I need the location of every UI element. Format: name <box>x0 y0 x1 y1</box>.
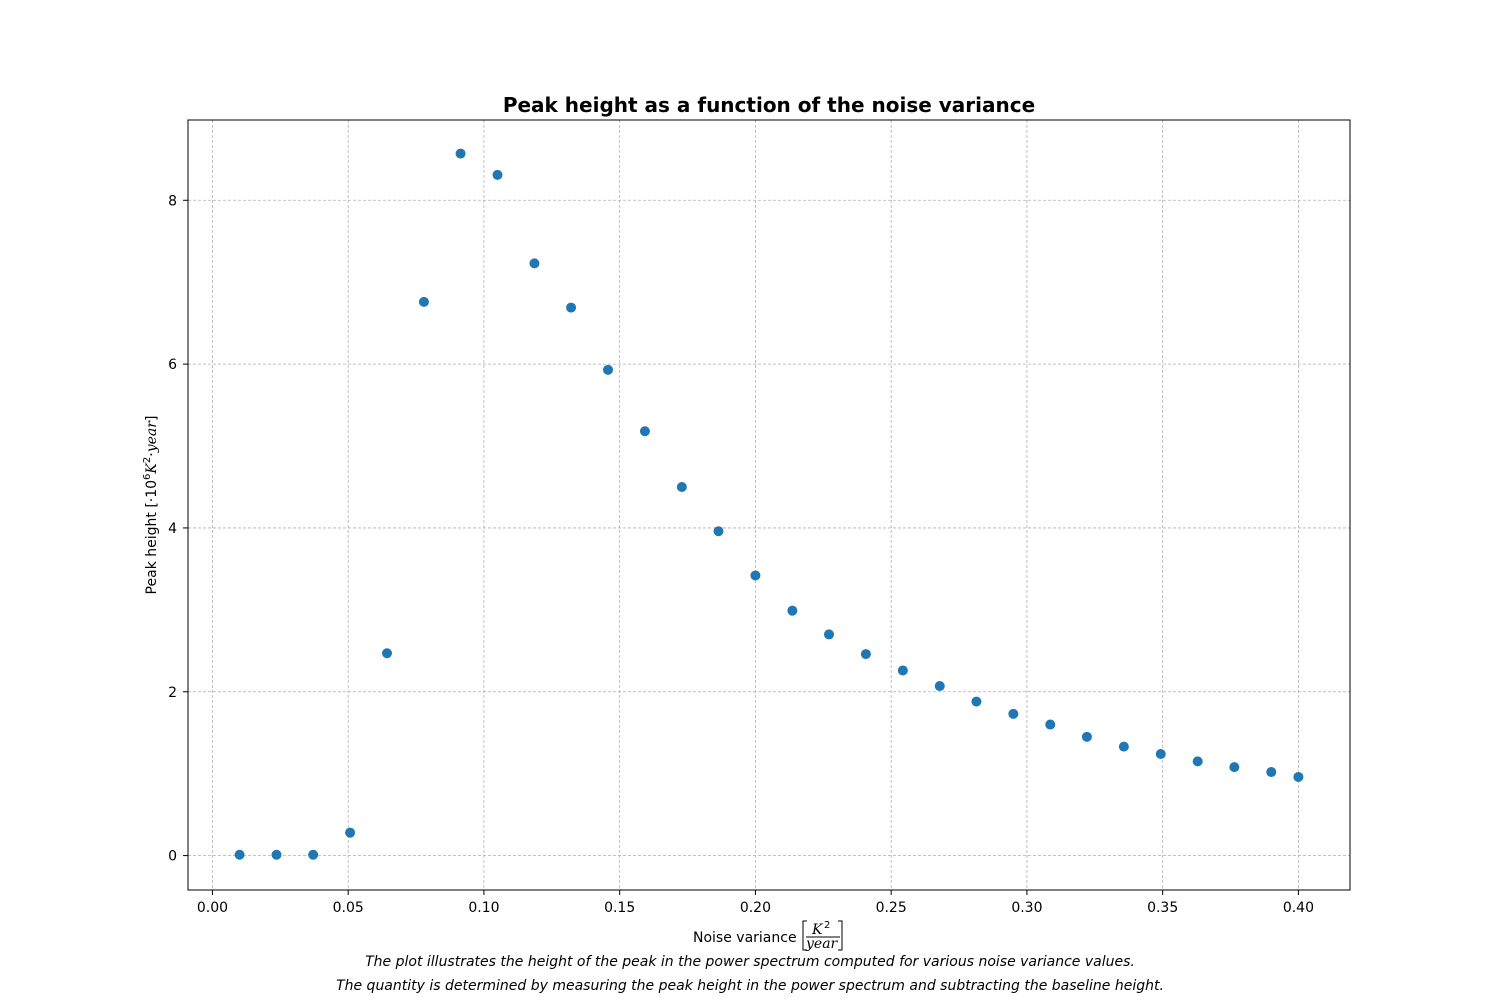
y-tick-label: 0 <box>168 849 177 865</box>
y-tick-label: 2 <box>168 685 177 701</box>
data-point <box>1118 741 1129 752</box>
data-point <box>234 849 245 860</box>
data-point <box>1266 767 1277 778</box>
x-tick-label: 0.40 <box>1283 900 1314 916</box>
x-axis-label-prefix: Noise variance <box>693 930 797 946</box>
chart-title: Peak height as a function of the noise v… <box>503 93 1035 117</box>
x-axis-label-bracket-left <box>802 920 807 951</box>
y-axis-label-factor: ·10 <box>144 480 160 502</box>
data-point <box>750 570 761 581</box>
y-axis-label-unit: K <box>144 462 160 475</box>
data-point <box>971 696 982 707</box>
x-tick-label: 0.15 <box>604 900 635 916</box>
y-tick-label: 4 <box>168 521 177 537</box>
x-tick-label: 0.20 <box>740 900 771 916</box>
data-point <box>603 364 614 375</box>
caption-line-1: The plot illustrates the height of the p… <box>365 954 1135 970</box>
data-point <box>787 605 798 616</box>
y-tick-label: 6 <box>168 357 177 373</box>
data-point <box>1192 756 1203 767</box>
data-point <box>382 648 393 659</box>
data-point <box>1081 731 1092 742</box>
x-tick-label: 0.25 <box>876 900 907 916</box>
data-point <box>824 629 835 640</box>
caption-line-2: The quantity is determined by measuring … <box>336 978 1164 994</box>
y-tick-label: 8 <box>168 193 177 209</box>
tick-layer: 0.00 0.05 0.10 0.15 0.20 0.25 0.30 0.35 0.40 0 2 4 6… <box>168 193 1314 916</box>
data-point <box>455 148 466 159</box>
y-axis-label: Peak height [·106K2·year] <box>142 416 160 595</box>
x-axis-label-numerator: K <box>811 922 824 938</box>
data-point <box>418 296 429 307</box>
y-axis-label-prefix: Peak height [ <box>144 502 160 594</box>
data-point <box>860 649 871 660</box>
data-point <box>897 665 908 676</box>
data-point <box>934 681 945 692</box>
data-point <box>345 827 356 838</box>
data-point <box>308 849 319 860</box>
x-tick-label: 0.35 <box>1147 900 1178 916</box>
data-point <box>1045 719 1056 730</box>
x-axis-label-fraction: K 2 year <box>802 920 843 952</box>
x-tick-label: 0.10 <box>468 900 499 916</box>
x-tick-label: 0.30 <box>1011 900 1042 916</box>
y-axis-label-factor-exponent: 6 <box>142 474 153 480</box>
data-point <box>492 169 503 180</box>
x-tick-label: 0.00 <box>197 900 228 916</box>
y-axis-label-unit-tail: ·year <box>144 420 160 457</box>
x-axis-label-denominator: year <box>805 936 839 952</box>
data-point <box>639 426 650 437</box>
grid-layer <box>188 120 1350 890</box>
data-point <box>529 258 540 269</box>
data-point <box>713 526 724 537</box>
data-point <box>1293 771 1304 782</box>
y-axis-label-unit-exponent: 2 <box>142 457 153 463</box>
x-axis-label-bracket-right <box>838 920 843 951</box>
data-point <box>271 849 282 860</box>
data-point <box>1155 749 1166 760</box>
y-axis-label-suffix: ] <box>144 416 160 421</box>
plot-frame <box>187 119 1351 891</box>
x-tick-label: 0.05 <box>333 900 364 916</box>
data-points <box>234 148 1304 860</box>
data-point <box>1008 708 1019 719</box>
data-point <box>1229 762 1240 773</box>
x-axis-label: Noise variance <box>693 930 797 946</box>
data-point <box>676 481 687 492</box>
data-point <box>566 302 577 313</box>
x-axis-label-numerator-exponent: 2 <box>824 920 830 931</box>
